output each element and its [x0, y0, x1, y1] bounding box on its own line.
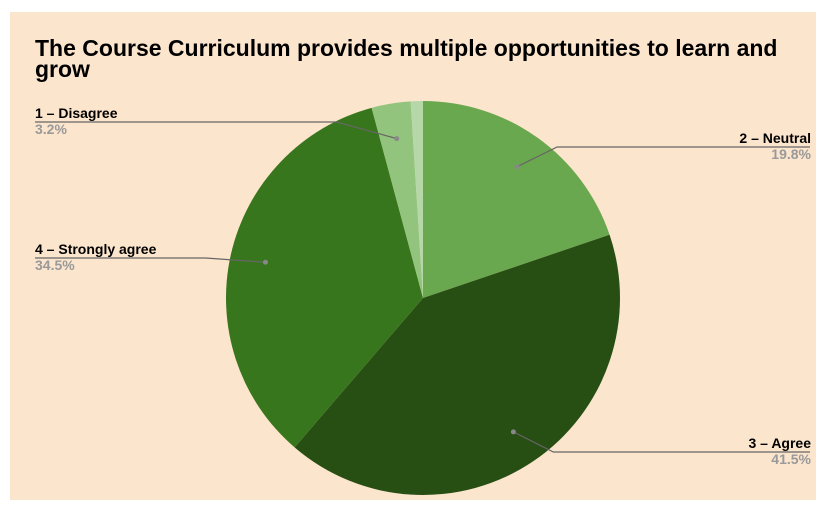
chart-area: The Course Curriculum provides multiple … [10, 12, 816, 500]
label-neutral: 2 – Neutral 19.8% [739, 130, 811, 162]
leader-line [35, 121, 397, 140]
pie-slice [410, 101, 423, 298]
leader-dot [514, 164, 520, 170]
slice-percent: 41.5% [771, 451, 811, 467]
leader-dot [394, 136, 400, 142]
pie-chart [35, 101, 810, 496]
label-strongly-agree: 4 – Strongly agree 34.5% [35, 241, 156, 273]
leader-line [516, 146, 810, 168]
label-disagree: 1 – Disagree 3.2% [35, 105, 118, 137]
pie-slice [371, 101, 423, 298]
leader-dot [510, 429, 516, 435]
pie-slice [294, 234, 620, 496]
label-agree: 3 – Agree 41.5% [748, 435, 811, 467]
leader-line [35, 257, 266, 263]
leader-line [513, 431, 810, 453]
pie-slice [226, 107, 423, 448]
slice-percent: 19.8% [771, 146, 811, 162]
pie-slice [423, 101, 610, 298]
chart-title: The Course Curriculum provides multiple … [35, 35, 778, 82]
slice-label: 1 – Disagree [35, 105, 118, 121]
slice-percent: 34.5% [35, 257, 75, 273]
slice-percent: 3.2% [35, 121, 67, 137]
slice-label: 3 – Agree [748, 435, 811, 451]
slice-label: 2 – Neutral [739, 130, 811, 146]
slice-label: 4 – Strongly agree [35, 241, 157, 257]
leader-dot [262, 259, 268, 265]
